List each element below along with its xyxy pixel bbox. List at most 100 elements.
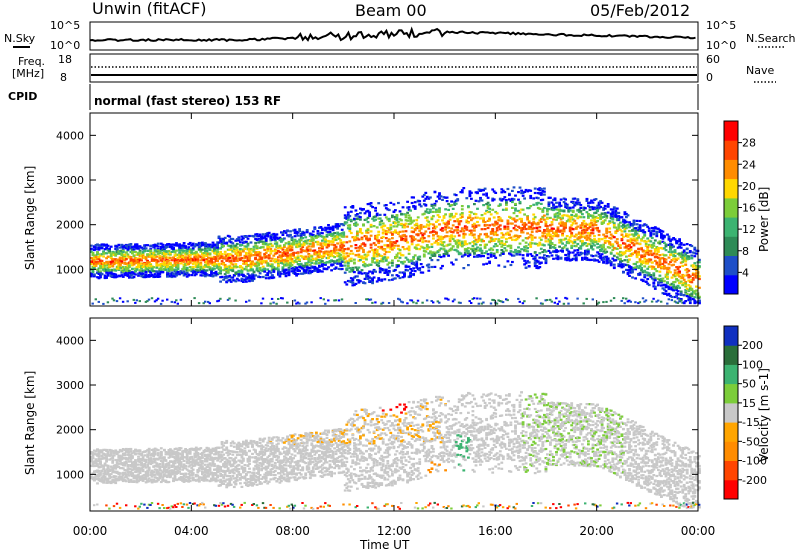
range-gate-cell	[237, 273, 241, 276]
range-gate-cell	[120, 246, 124, 249]
range-gate-cell	[515, 234, 519, 237]
range-gate-cell	[278, 239, 282, 242]
range-gate-cell	[185, 257, 189, 260]
range-gate-cell	[331, 250, 335, 253]
range-gate-cell	[211, 275, 215, 278]
range-gate-cell	[172, 247, 175, 250]
range-gate-cell	[277, 260, 280, 263]
range-gate-cell	[632, 234, 636, 237]
range-gate-cell	[602, 215, 605, 218]
range-gate-cell	[164, 250, 168, 253]
range-gate-cell	[450, 236, 453, 239]
range-gate-cell	[217, 268, 221, 271]
range-gate-cell	[150, 254, 154, 257]
range-gate-cell	[147, 269, 151, 272]
range-gate-cell	[158, 254, 162, 257]
range-gate-cell	[623, 246, 627, 249]
range-gate-cell	[342, 252, 346, 255]
range-gate-cell	[337, 267, 341, 270]
range-gate-cell	[188, 261, 192, 264]
near-range-cell	[521, 302, 525, 305]
range-gate-cell	[521, 239, 525, 242]
range-gate-cell	[175, 271, 178, 274]
range-gate-cell	[400, 236, 403, 239]
range-gate-cell	[424, 230, 428, 233]
range-gate-cell	[523, 249, 526, 252]
range-gate-cell	[404, 219, 408, 222]
range-gate-cell	[438, 197, 441, 200]
range-gate-cell	[161, 263, 165, 266]
range-gate-cell	[150, 256, 154, 259]
range-gate-cell	[415, 260, 419, 263]
range-gate-cell	[530, 238, 534, 242]
range-gate-cell	[159, 265, 163, 268]
near-range-cell	[421, 301, 424, 304]
range-gate-cell	[242, 278, 245, 282]
range-gate-cell	[204, 247, 207, 250]
range-gate-cell	[375, 236, 379, 239]
range-gate-cell	[561, 242, 564, 245]
range-gate-cell	[567, 207, 571, 210]
range-gate-cell	[517, 209, 520, 212]
near-range-cell	[144, 300, 148, 303]
range-gate-cell	[576, 202, 580, 205]
range-gate-cell	[634, 233, 637, 236]
range-gate-cell	[515, 219, 519, 222]
range-gate-cell	[536, 260, 540, 263]
range-gate-cell	[611, 243, 615, 246]
range-gate-cell	[134, 270, 137, 273]
range-gate-cell	[146, 253, 149, 256]
range-gate-cell	[593, 239, 596, 243]
range-gate-cell	[226, 271, 230, 274]
range-gate-cell	[258, 238, 262, 241]
range-gate-cell	[234, 239, 238, 242]
range-gate-cell	[530, 234, 534, 237]
range-gate-cell	[407, 247, 411, 250]
range-gate-cell	[287, 274, 291, 277]
range-gate-cell	[318, 262, 321, 265]
range-gate-cell	[132, 260, 136, 263]
range-gate-cell	[298, 269, 301, 272]
range-gate-cell	[349, 220, 353, 223]
near-range-cell	[582, 302, 585, 305]
near-range-cell	[106, 301, 110, 304]
range-gate-cell	[488, 260, 491, 263]
range-gate-cell	[111, 258, 115, 261]
range-gate-cell	[479, 247, 482, 250]
range-gate-cell	[228, 264, 232, 267]
range-gate-cell	[237, 254, 241, 257]
range-gate-cell	[164, 268, 168, 271]
range-gate-cell	[521, 231, 525, 234]
range-gate-cell	[304, 262, 308, 265]
range-gate-cell	[181, 254, 184, 257]
range-gate-cell	[187, 243, 191, 246]
range-gate-cell	[252, 274, 256, 277]
range-gate-cell	[571, 209, 575, 213]
range-gate-cell	[488, 240, 491, 243]
range-gate-cell	[321, 260, 324, 263]
range-gate-cell	[159, 271, 163, 274]
range-gate-cell	[140, 269, 143, 272]
range-gate-cell	[564, 202, 567, 205]
range-gate-cell	[266, 262, 270, 265]
range-gate-cell	[202, 251, 206, 255]
range-gate-cell	[571, 257, 575, 260]
range-gate-cell	[538, 226, 542, 229]
range-gate-cell	[506, 222, 510, 225]
range-gate-cell	[296, 268, 300, 271]
range-gate-cell	[505, 207, 508, 210]
range-gate-cell	[565, 205, 569, 208]
range-gate-cell	[435, 251, 438, 254]
range-gate-cell	[541, 250, 545, 254]
range-gate-cell	[201, 258, 204, 261]
range-gate-cell	[196, 253, 200, 256]
range-gate-cell	[505, 233, 508, 236]
range-gate-cell	[156, 245, 160, 248]
range-gate-cell	[492, 198, 496, 201]
range-gate-cell	[128, 256, 131, 259]
range-gate-cell	[290, 246, 294, 249]
range-gate-cell	[348, 229, 352, 233]
range-gate-cell	[448, 238, 452, 241]
range-gate-cell	[571, 206, 575, 209]
range-gate-cell	[450, 261, 453, 264]
